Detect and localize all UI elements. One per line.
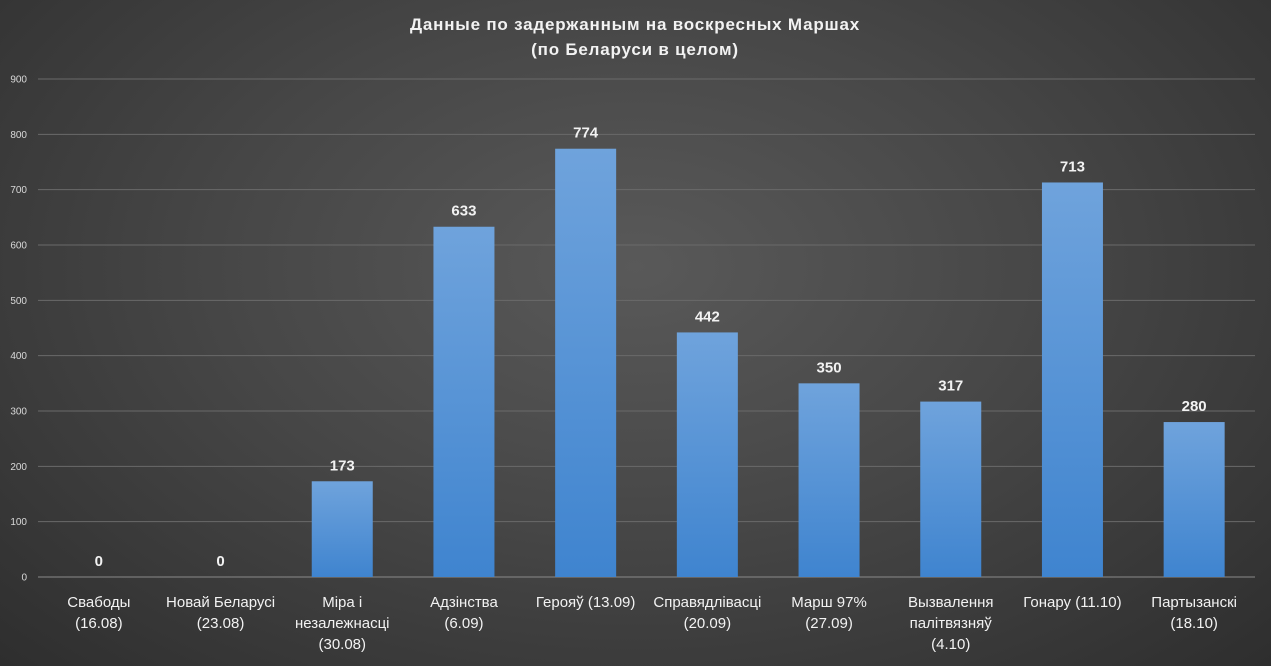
x-category-label: Гонару (11.10) [1023,594,1121,611]
y-tick-label: 700 [10,185,27,196]
x-category-label: Міра і незалежнасці (30.08) [295,594,390,653]
chart-title-line: Данные по задержанным на воскресных Марш… [410,15,860,34]
data-label: 774 [573,125,599,142]
y-tick-label: 600 [10,241,27,252]
y-tick-label: 900 [10,75,27,86]
bars [311,148,1225,578]
y-tick-label: 200 [10,462,27,473]
data-label: 317 [938,378,963,395]
bar [555,148,617,577]
y-tick-label: 300 [10,407,27,418]
chart-title: Данные по задержанным на воскресных Марш… [410,15,860,59]
data-label: 0 [216,553,224,570]
x-category-label: Марш 97% (27.09) [791,594,867,632]
x-category-label: Вызвалення палітвязняў (4.10) [908,594,994,653]
bar [311,481,373,577]
data-label: 280 [1182,398,1207,415]
x-category-label: Партызанскі (18.10) [1151,594,1237,632]
y-tick-label: 800 [10,130,27,141]
data-label: 350 [817,359,842,376]
y-tick-label: 100 [10,517,27,528]
x-category-label: Свабоды (16.08) [67,594,130,632]
data-label: 633 [451,203,476,220]
x-category-label: Герояў (13.09) [536,594,635,611]
gridlines [38,78,1255,578]
x-category-label: Новай Беларусі (23.08) [166,594,275,632]
data-labels: 0 0 173 633 774 442 350 317 713 280 [95,125,1207,570]
bar [920,401,982,577]
x-category-label: Справядлівасці (20.09) [653,594,761,632]
x-axis-category-labels: Свабоды (16.08) Новай Беларусі (23.08) Міра … [67,594,1237,653]
x-category-label: Адзінства (6.09) [430,594,498,632]
y-axis-ticks: 0 100 200 300 400 500 600 700 800 900 [10,75,27,584]
data-label: 0 [95,553,103,570]
bar [798,383,860,577]
bar [676,332,738,577]
bar [433,226,495,578]
y-tick-label: 500 [10,296,27,307]
chart-title-line: (по Беларуси в целом) [531,40,739,59]
y-tick-label: 400 [10,351,27,362]
data-label: 442 [695,308,720,325]
data-label: 173 [330,457,355,474]
y-tick-label: 0 [21,573,27,584]
bar [1041,182,1103,577]
data-label: 713 [1060,158,1085,175]
bar [1163,422,1225,577]
